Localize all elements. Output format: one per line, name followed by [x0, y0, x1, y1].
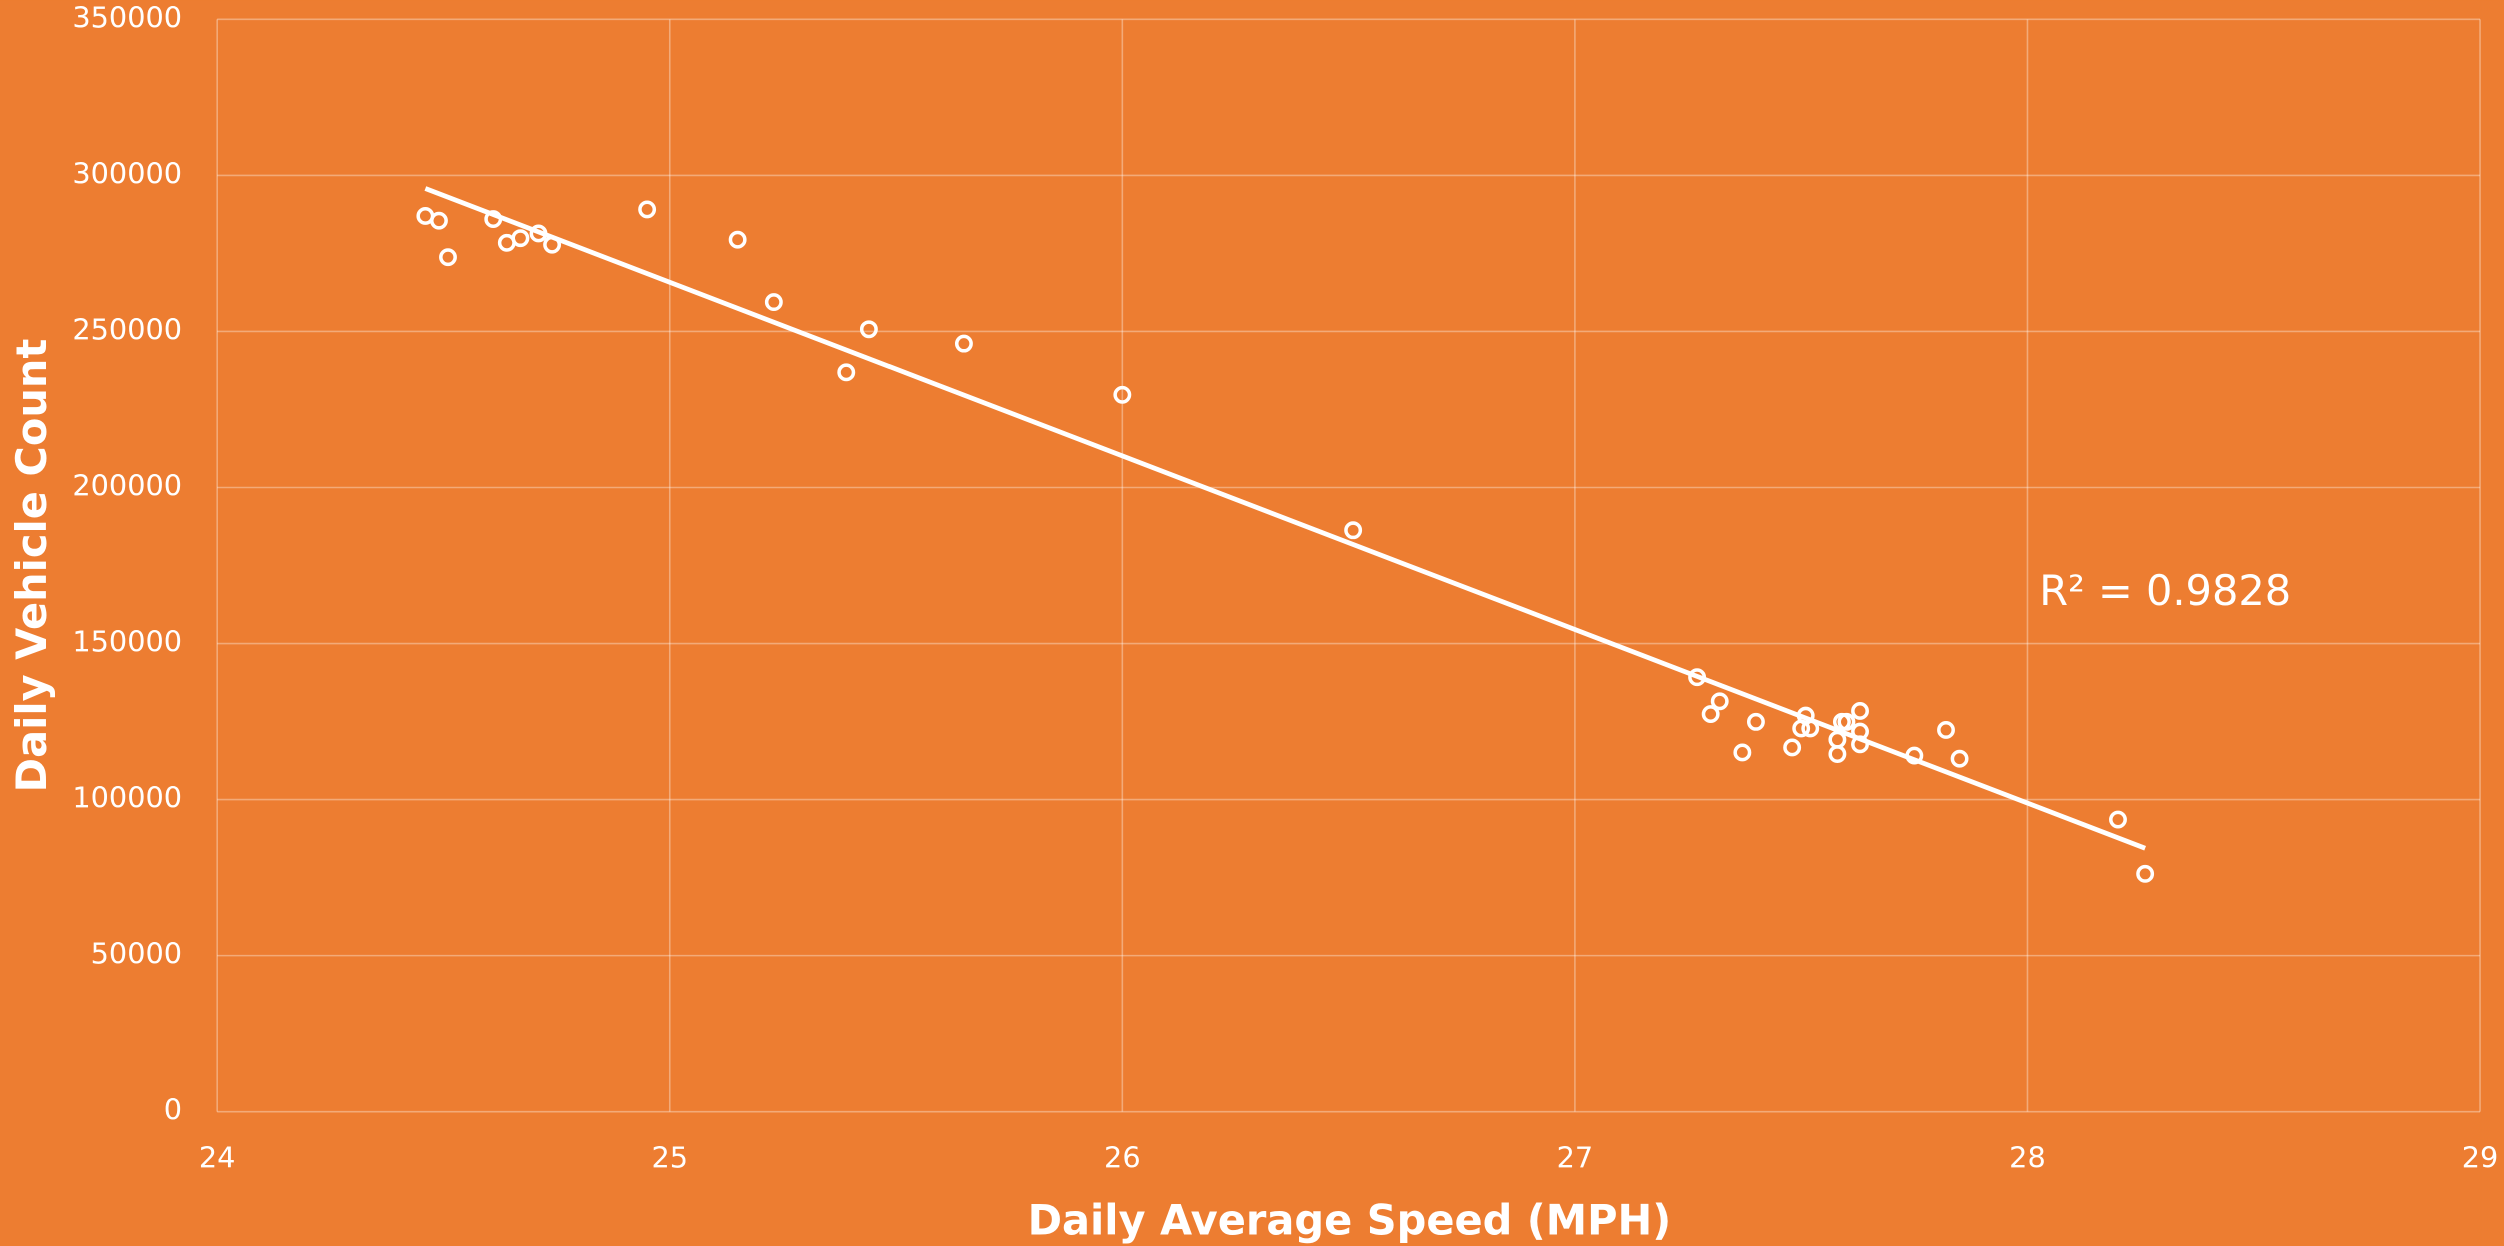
- point: [764, 293, 783, 312]
- x-tick-label: 29: [2462, 1141, 2499, 1175]
- y-tick-label: 300000: [72, 156, 182, 190]
- point: [1688, 668, 1707, 687]
- x-tick-label: 26: [1104, 1141, 1141, 1175]
- point: [1746, 712, 1765, 731]
- point: [1801, 719, 1820, 738]
- point: [2109, 810, 2127, 829]
- point: [1905, 746, 1924, 765]
- point: [439, 248, 457, 267]
- point: [543, 235, 562, 254]
- point: [1851, 702, 1869, 720]
- x-tick-label: 24: [199, 1141, 236, 1175]
- point: [529, 224, 548, 243]
- y-tick-label: 0: [164, 1093, 182, 1127]
- y-tick-label: 100000: [72, 781, 182, 815]
- point: [728, 230, 747, 249]
- point: [1950, 749, 1969, 768]
- point: [837, 363, 856, 382]
- x-tick-label: 25: [651, 1141, 688, 1175]
- point: [1733, 743, 1752, 762]
- point: [430, 211, 448, 230]
- y-tick-label: 250000: [72, 312, 182, 346]
- point: [1792, 719, 1811, 738]
- point: [1837, 712, 1856, 731]
- point: [1937, 721, 1955, 739]
- point: [1828, 730, 1847, 749]
- point: [484, 210, 503, 229]
- point: [1113, 385, 1132, 404]
- point: [1851, 735, 1869, 754]
- point: [1344, 521, 1363, 540]
- point: [2136, 864, 2155, 883]
- point: [954, 334, 973, 353]
- y-tick-label: 150000: [72, 625, 182, 659]
- point: [638, 200, 657, 219]
- r-squared: R² = 0.9828: [2039, 566, 2291, 615]
- point: [511, 229, 530, 248]
- x-tick-label: 27: [1557, 1141, 1594, 1175]
- x-axis-title: Daily Average Speed (MPH): [1028, 1195, 1672, 1244]
- point: [1710, 692, 1729, 711]
- y-tick-label: 50000: [91, 937, 182, 971]
- y-axis-title: Daily Vehicle Count: [7, 339, 56, 793]
- point: [859, 320, 878, 339]
- y-tick-label: 200000: [72, 468, 182, 502]
- point: [1783, 738, 1802, 757]
- y-tick-label: 350000: [72, 0, 182, 34]
- point: [1701, 705, 1720, 724]
- x-tick-label: 28: [2009, 1141, 2046, 1175]
